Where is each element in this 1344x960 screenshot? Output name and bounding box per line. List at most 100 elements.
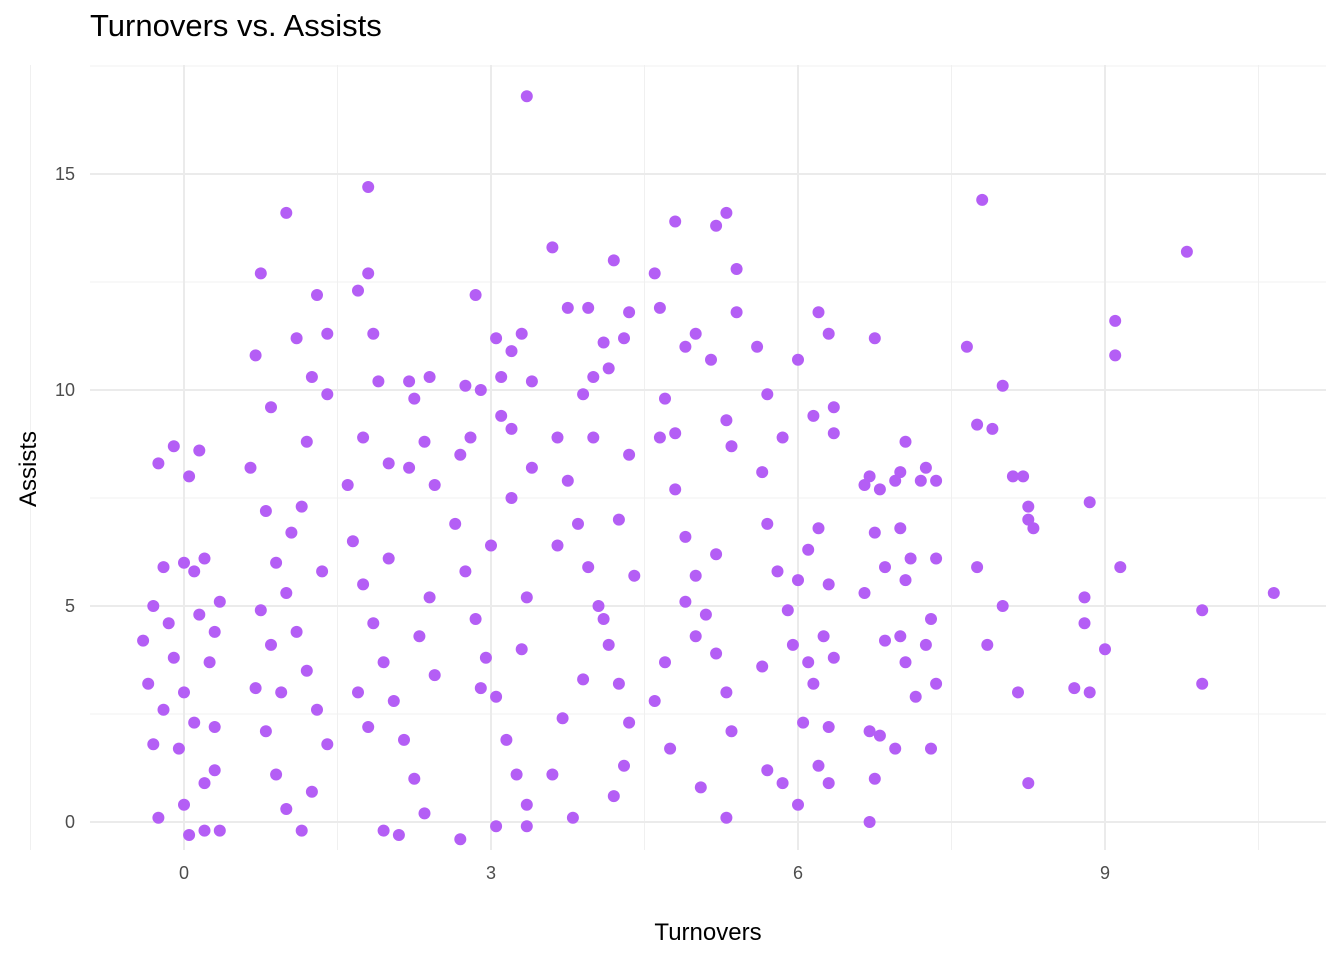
x-axis-label: Turnovers [654, 919, 761, 946]
data-point [761, 518, 773, 530]
data-point [424, 371, 436, 383]
data-point [546, 769, 558, 781]
data-point [152, 812, 164, 824]
data-point [813, 306, 825, 318]
data-point [429, 669, 441, 681]
data-point [828, 427, 840, 439]
data-point [296, 825, 308, 837]
data-point [490, 332, 502, 344]
data-point [1109, 349, 1121, 361]
data-point [490, 691, 502, 703]
data-point [393, 829, 405, 841]
data-point [813, 522, 825, 534]
data-point [710, 220, 722, 232]
data-point [490, 820, 502, 832]
x-tick-label: 6 [793, 863, 803, 883]
data-point [362, 267, 374, 279]
data-point [598, 613, 610, 625]
data-point [587, 432, 599, 444]
data-point [756, 466, 768, 478]
data-point [818, 630, 830, 642]
data-point [178, 799, 190, 811]
data-point [731, 306, 743, 318]
data-point [347, 535, 359, 547]
data-point [961, 341, 973, 353]
data-point [920, 639, 932, 651]
data-point [659, 393, 671, 405]
data-point [608, 254, 620, 266]
data-point [506, 423, 518, 435]
data-point [454, 449, 466, 461]
data-point [593, 600, 605, 612]
data-point [1084, 686, 1096, 698]
data-point [720, 414, 732, 426]
data-point [142, 678, 154, 690]
data-point [454, 833, 466, 845]
data-point [618, 332, 630, 344]
x-tick-label: 9 [1100, 863, 1110, 883]
data-point [403, 462, 415, 474]
data-point [516, 328, 528, 340]
data-point [214, 596, 226, 608]
data-point [710, 548, 722, 560]
data-point [823, 328, 835, 340]
data-point [669, 427, 681, 439]
data-point [869, 773, 881, 785]
data-point [562, 475, 574, 487]
data-point [342, 479, 354, 491]
data-point [367, 617, 379, 629]
data-point [613, 514, 625, 526]
data-point [147, 738, 159, 750]
data-point [291, 626, 303, 638]
data-point [408, 773, 420, 785]
data-point [383, 457, 395, 469]
data-point [720, 686, 732, 698]
data-point [470, 613, 482, 625]
data-point [859, 479, 871, 491]
data-point [792, 799, 804, 811]
data-point [255, 267, 267, 279]
data-point [618, 760, 630, 772]
data-point [357, 432, 369, 444]
data-point [654, 302, 666, 314]
data-point [521, 799, 533, 811]
data-point [1022, 514, 1034, 526]
data-point [500, 734, 512, 746]
data-point [301, 665, 313, 677]
data-point [623, 717, 635, 729]
data-point [352, 285, 364, 297]
data-point [777, 432, 789, 444]
data-point [823, 578, 835, 590]
data-point [546, 241, 558, 253]
data-point [209, 626, 221, 638]
data-point [168, 652, 180, 664]
data-point [986, 423, 998, 435]
data-point [506, 345, 518, 357]
data-point [623, 306, 635, 318]
data-point [649, 267, 661, 279]
data-point [1196, 604, 1208, 616]
data-point [362, 181, 374, 193]
data-point [598, 337, 610, 349]
data-point [731, 263, 743, 275]
data-point [823, 777, 835, 789]
data-point [828, 652, 840, 664]
data-point [690, 570, 702, 582]
data-point [260, 725, 272, 737]
data-point [1022, 777, 1034, 789]
data-point [649, 695, 661, 707]
data-point [475, 682, 487, 694]
data-point [521, 820, 533, 832]
data-point [1079, 617, 1091, 629]
data-point [761, 388, 773, 400]
x-tick-label: 0 [179, 863, 189, 883]
data-point [679, 341, 691, 353]
data-point [807, 410, 819, 422]
data-point [567, 812, 579, 824]
data-point [1079, 591, 1091, 603]
data-point [889, 743, 901, 755]
data-point [362, 721, 374, 733]
data-point [690, 328, 702, 340]
data-point [864, 725, 876, 737]
data-point [173, 743, 185, 755]
